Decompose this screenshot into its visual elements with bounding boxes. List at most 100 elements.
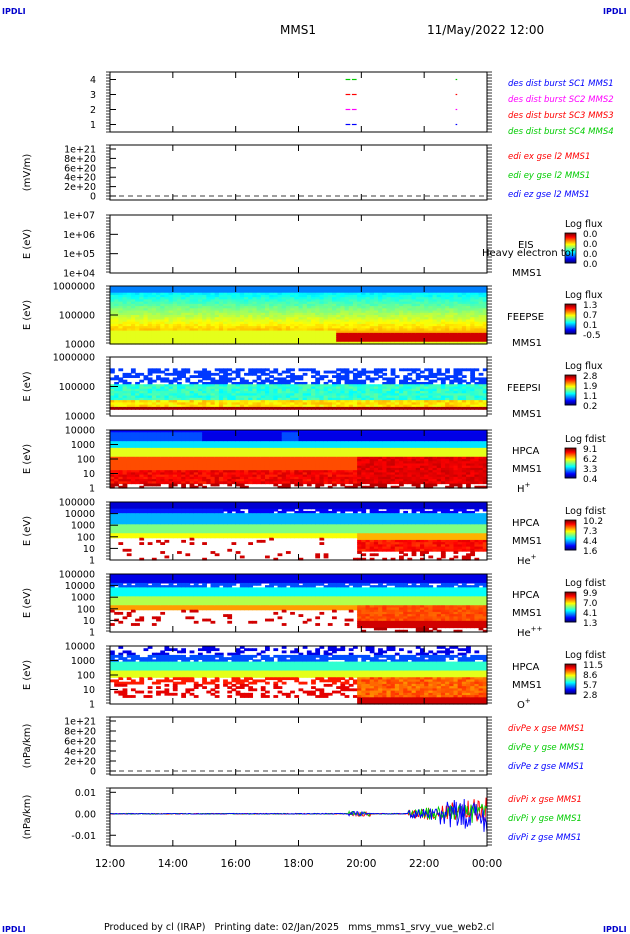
spectrogram-cell xyxy=(440,312,446,316)
spectrogram-cell xyxy=(273,406,279,410)
spectrogram-cell xyxy=(264,395,270,399)
spectrogram-cell xyxy=(181,483,186,487)
spectrogram-cell xyxy=(177,308,182,312)
spectrogram-cell xyxy=(118,294,124,298)
spectrogram-cell xyxy=(193,479,199,482)
spectrogram-cell xyxy=(440,330,446,334)
spectrogram-cell xyxy=(361,299,367,303)
spectrogram-cell xyxy=(244,436,249,440)
spectrogram-cell xyxy=(369,308,375,312)
colorbar-frame xyxy=(564,232,577,264)
spectrogram-cell xyxy=(130,321,136,325)
spectrogram-cell xyxy=(449,406,455,410)
spectrogram-cell xyxy=(419,386,425,390)
spectrogram-cell xyxy=(135,400,140,403)
spectrogram-cell xyxy=(478,402,484,406)
spectrogram-cell xyxy=(436,303,442,307)
spectrogram-cell xyxy=(340,339,346,343)
spectrogram-cell xyxy=(135,286,140,289)
spectrogram-cell xyxy=(143,339,149,343)
spectrogram-cell xyxy=(210,319,216,323)
spectrogram-cell xyxy=(327,297,333,300)
spectrogram-cell xyxy=(403,395,409,399)
spectrogram-cell xyxy=(306,341,312,345)
spectrogram-cell xyxy=(181,326,186,329)
spectrogram-cell xyxy=(231,337,237,341)
spectrogram-cell xyxy=(340,402,346,406)
spectrogram-cell xyxy=(235,308,241,312)
spectrogram-cell xyxy=(135,472,140,476)
spectrogram-cell xyxy=(118,319,124,323)
spectrogram-cell xyxy=(453,326,459,329)
spectrogram-cell xyxy=(386,319,392,323)
spectrogram-cell xyxy=(332,388,337,392)
spectrogram-cell xyxy=(206,308,212,312)
spectrogram-cell xyxy=(143,395,149,399)
spectrogram-cell xyxy=(344,308,350,312)
spectrogram-cell xyxy=(189,321,195,325)
colorbar-band xyxy=(565,304,576,306)
spectrogram-cell xyxy=(235,452,241,456)
spectrogram-cell xyxy=(373,303,379,307)
spectrogram-cell xyxy=(147,465,153,469)
spectrogram-cell xyxy=(231,303,237,307)
spectrogram-cell xyxy=(130,328,136,332)
spectrogram-cell xyxy=(424,294,429,298)
spectrogram-cell xyxy=(214,384,220,388)
spectrogram-cell xyxy=(352,379,358,383)
spectrogram-cell xyxy=(122,400,128,403)
spectrogram-cell xyxy=(470,301,476,305)
spectrogram-cell xyxy=(390,341,396,345)
spectrogram-cell xyxy=(156,438,161,442)
spectrogram-cell xyxy=(315,326,321,329)
spectrogram-cell xyxy=(193,337,199,341)
spectrogram-cell xyxy=(294,388,300,392)
spectrogram-cell xyxy=(306,332,312,336)
spectrogram-cell xyxy=(336,326,341,329)
spectrogram-cell xyxy=(273,319,279,323)
spectrogram-cell xyxy=(122,292,128,296)
spectrogram-cell xyxy=(403,303,409,307)
spectrogram-cell xyxy=(432,337,438,341)
spectrogram-cell xyxy=(449,384,455,388)
mission-title: MMS1 xyxy=(280,23,316,37)
spectrogram-cell xyxy=(210,335,216,338)
spectrogram-cell xyxy=(260,323,266,327)
spectrogram-cell xyxy=(218,393,224,397)
spectrogram-cell xyxy=(373,312,379,316)
spectrogram-cell xyxy=(147,459,153,462)
spectrogram-cell xyxy=(202,297,207,300)
spectrogram-cell xyxy=(231,479,237,482)
spectrogram-cell xyxy=(177,450,182,453)
spectrogram-cell xyxy=(340,370,346,374)
spectrogram-cell xyxy=(290,308,295,312)
spectrogram-cell xyxy=(185,447,191,451)
spectrogram-cell xyxy=(378,384,383,388)
spectrogram-cell xyxy=(197,481,203,485)
spectrogram-cell xyxy=(151,301,157,305)
spectrogram-cell xyxy=(436,337,442,341)
spectrogram-cell xyxy=(315,330,321,334)
spectrogram-cell xyxy=(239,286,245,289)
spectrogram-cell xyxy=(352,400,358,403)
spectrogram-cell xyxy=(168,459,174,462)
spectrogram-cell xyxy=(206,461,212,465)
spectrogram-cell xyxy=(357,328,362,332)
spectrogram-cell xyxy=(277,341,283,345)
spectrogram-cell xyxy=(244,306,249,309)
spectrogram-cell xyxy=(281,397,287,401)
spectrogram-cell xyxy=(432,400,438,403)
spectrogram-cell xyxy=(118,481,124,485)
spectrogram-cell xyxy=(135,459,140,462)
spectrogram-cell xyxy=(348,339,354,343)
spectrogram-cell xyxy=(311,308,316,312)
spectrogram-cell xyxy=(403,341,409,345)
spectrogram-cell xyxy=(344,397,350,401)
colorbar-band xyxy=(565,382,576,384)
spectrogram-cell xyxy=(264,306,270,309)
spectrogram-cell xyxy=(478,326,484,329)
spectrogram-cell xyxy=(151,330,157,334)
spectrogram-cell xyxy=(357,312,362,316)
spectrogram-cell xyxy=(482,395,488,399)
spectrogram-cell xyxy=(340,301,346,305)
